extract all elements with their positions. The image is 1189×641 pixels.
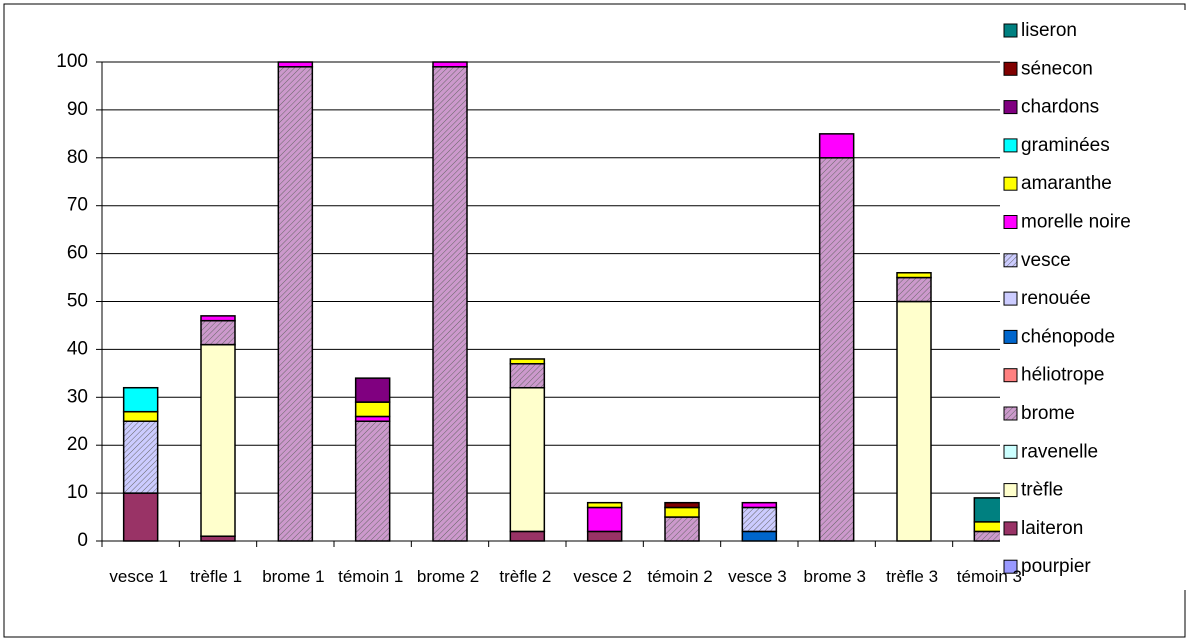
- bar-segment: [896, 300, 932, 542]
- bar-segment: [432, 61, 468, 68]
- bar-segment: [122, 410, 159, 423]
- y-tick-label: 80: [67, 147, 88, 168]
- bar-segment: [586, 501, 623, 509]
- bar-segment: [122, 492, 159, 542]
- bar-segment: [818, 157, 855, 542]
- legend-swatch: [1003, 368, 1018, 383]
- bar-segment: [818, 133, 855, 159]
- bar-segment: [200, 343, 236, 537]
- bar-segment: [432, 66, 468, 542]
- bar-segment: [122, 386, 159, 413]
- bar-segment: [277, 66, 314, 542]
- bar-segment: [122, 420, 159, 494]
- bar-segment: [354, 377, 391, 403]
- y-tick-label: 90: [67, 99, 88, 120]
- bar-segment: [354, 420, 391, 542]
- legend-label: pourpier: [1021, 556, 1091, 577]
- x-tick-label: trèfle 2: [499, 567, 552, 586]
- x-tick-label: vesce 3: [728, 567, 787, 586]
- bar-segment: [741, 506, 778, 533]
- legend-swatch: [1003, 176, 1018, 191]
- bar-segment: [509, 363, 546, 389]
- x-tick-label: vesce 1: [109, 567, 169, 586]
- legend-swatch: [1003, 23, 1018, 38]
- bar-segment: [509, 358, 546, 365]
- y-tick-label: 40: [67, 338, 88, 359]
- y-tick-label: 100: [56, 51, 88, 72]
- bar-segment: [509, 386, 546, 533]
- y-tick-label: 20: [67, 434, 88, 455]
- bar-segment: [741, 530, 778, 542]
- x-tick-label: trèfle 3: [886, 567, 939, 586]
- legend-label: morelle noire: [1021, 212, 1131, 233]
- legend-swatch: [1003, 444, 1018, 459]
- bar-segment: [741, 501, 778, 509]
- legend-label: brome: [1021, 403, 1075, 424]
- bar-segment: [586, 506, 623, 533]
- legend-swatch: [1003, 521, 1018, 536]
- bar-segment: [277, 61, 314, 68]
- legend-label: chénopode: [1021, 326, 1115, 347]
- bar-segment: [896, 272, 932, 279]
- bar-segment: [509, 530, 546, 542]
- legend-label: héliotrope: [1021, 365, 1104, 386]
- y-tick-label: 30: [67, 386, 88, 407]
- legend-swatch: [1003, 253, 1018, 268]
- legend-swatch: [1003, 138, 1018, 153]
- y-tick-label: 50: [67, 291, 88, 312]
- legend: liseron sénecon chardons graminées amaranthe…: [1000, 10, 1186, 590]
- x-tick-label: trèfle 1: [190, 567, 243, 586]
- legend-label: amaranthe: [1021, 173, 1112, 194]
- bar-segment: [664, 501, 700, 509]
- y-tick-label: 0: [77, 530, 88, 551]
- x-tick-label: brome 3: [803, 567, 866, 586]
- legend-swatch: [1003, 483, 1018, 498]
- bar-segment: [896, 276, 932, 303]
- legend-label: chardons: [1021, 97, 1099, 118]
- legend-label: vesce: [1021, 250, 1071, 271]
- legend-label: laiteron: [1021, 518, 1083, 539]
- legend-label: ravenelle: [1021, 441, 1098, 462]
- y-tick-label: 70: [67, 195, 88, 216]
- legend-label: trèfle: [1021, 480, 1063, 501]
- legend-label: renouée: [1021, 288, 1091, 309]
- legend-swatch: [1003, 61, 1018, 76]
- x-tick-label: brome 1: [262, 567, 325, 586]
- legend-swatch: [1003, 406, 1018, 421]
- y-tick-label: 60: [67, 243, 88, 264]
- legend-swatch: [1003, 329, 1018, 344]
- bar-segment: [354, 401, 391, 418]
- legend-label: liseron: [1021, 20, 1077, 41]
- x-tick-label: témoin 3: [956, 567, 1022, 586]
- legend-swatch: [1003, 559, 1018, 574]
- legend-label: graminées: [1021, 135, 1110, 156]
- bar-segment: [664, 516, 700, 542]
- bar-segment: [200, 319, 236, 346]
- legend-swatch: [1003, 291, 1018, 306]
- legend-swatch: [1003, 215, 1018, 229]
- x-tick-label: témoin 2: [647, 567, 713, 586]
- legend-swatch: [1003, 100, 1018, 115]
- y-tick-label: 10: [67, 482, 88, 503]
- bar-segment: [586, 530, 623, 542]
- bar-segment: [200, 315, 236, 322]
- x-tick-label: témoin 1: [338, 567, 404, 586]
- bar-segment: [664, 506, 700, 518]
- x-tick-label: vesce 2: [573, 567, 633, 586]
- legend-box: [1000, 10, 1186, 590]
- x-tick-label: brome 2: [416, 567, 480, 586]
- legend-label: sénecon: [1021, 58, 1093, 79]
